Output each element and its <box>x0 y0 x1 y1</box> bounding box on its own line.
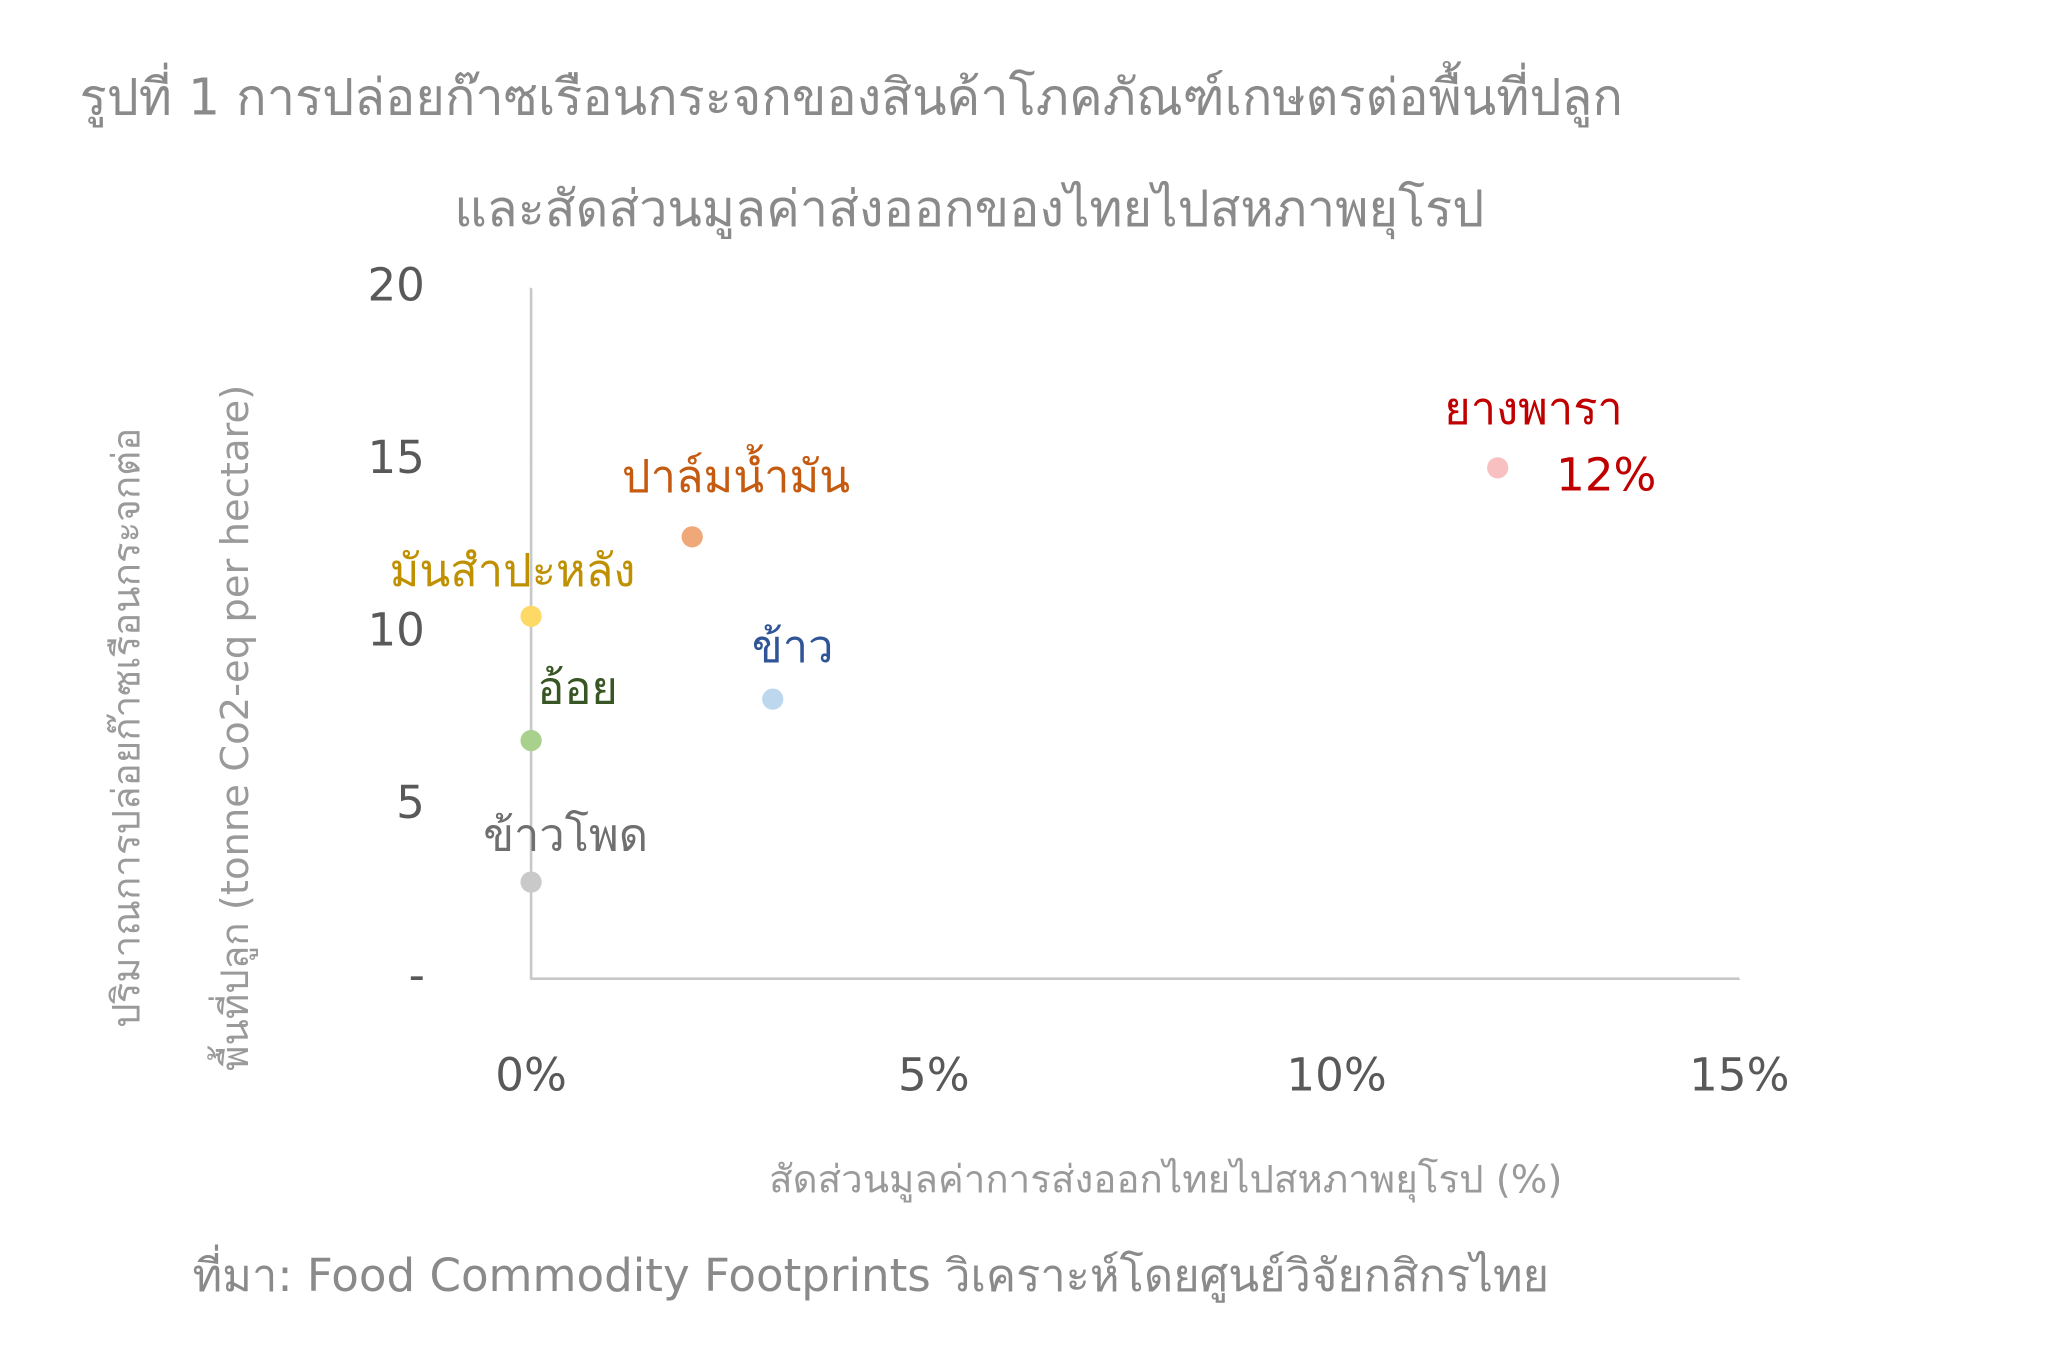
point <box>520 605 542 627</box>
x-axis-label: สัดส่วนมูลค่าการส่งออกไทยไปสหภาพยุโรป (%… <box>769 1157 1562 1202</box>
y-axis-label: ปริมาณการปล่อยก๊าซเรือนกระจกต่อ พื้นที่ป… <box>104 385 258 1071</box>
y-axis-label-line: ปริมาณการปล่อยก๊าซเรือนกระจกต่อ <box>104 428 149 1028</box>
y-tick-label: 20 <box>367 258 424 311</box>
y-tick-label: - <box>409 949 425 1002</box>
point <box>520 871 542 893</box>
point-label: อ้อย <box>537 661 618 714</box>
point-label: ข้าว <box>752 620 834 673</box>
data-label: 12% <box>1556 448 1656 501</box>
y-tick-label: 5 <box>396 776 425 829</box>
point <box>762 688 784 710</box>
x-tick-label: 15% <box>1689 1048 1789 1101</box>
point-label: ปาล์มน้ำมัน <box>622 444 850 503</box>
y-axis-label-line: พื้นที่ปลูก (tonne Co2-eq per hectare) <box>207 385 258 1071</box>
x-tick-label: 0% <box>495 1048 567 1101</box>
y-tick-label: 15 <box>367 431 424 484</box>
chart-title: และสัดส่วนมูลค่าส่งออกของไทยไปสหภาพยุโรป <box>454 179 1484 239</box>
y-tick-label: 10 <box>367 604 424 657</box>
point <box>1487 457 1509 479</box>
x-tick-label: 5% <box>898 1048 970 1101</box>
source-note: ที่มา: Food Commodity Footprints วิเคราะ… <box>193 1244 1550 1303</box>
point <box>520 729 542 752</box>
point-label: ยางพารา <box>1444 382 1622 435</box>
x-tick-label: 10% <box>1286 1048 1386 1101</box>
chart-title: รูปที่ 1 การปล่อยก๊าซเรือนกระจกของสินค้า… <box>80 61 1623 128</box>
point <box>681 526 703 548</box>
point-label: มันสำปะหลัง <box>390 544 636 597</box>
point-label: ข้าวโพด <box>483 808 648 861</box>
